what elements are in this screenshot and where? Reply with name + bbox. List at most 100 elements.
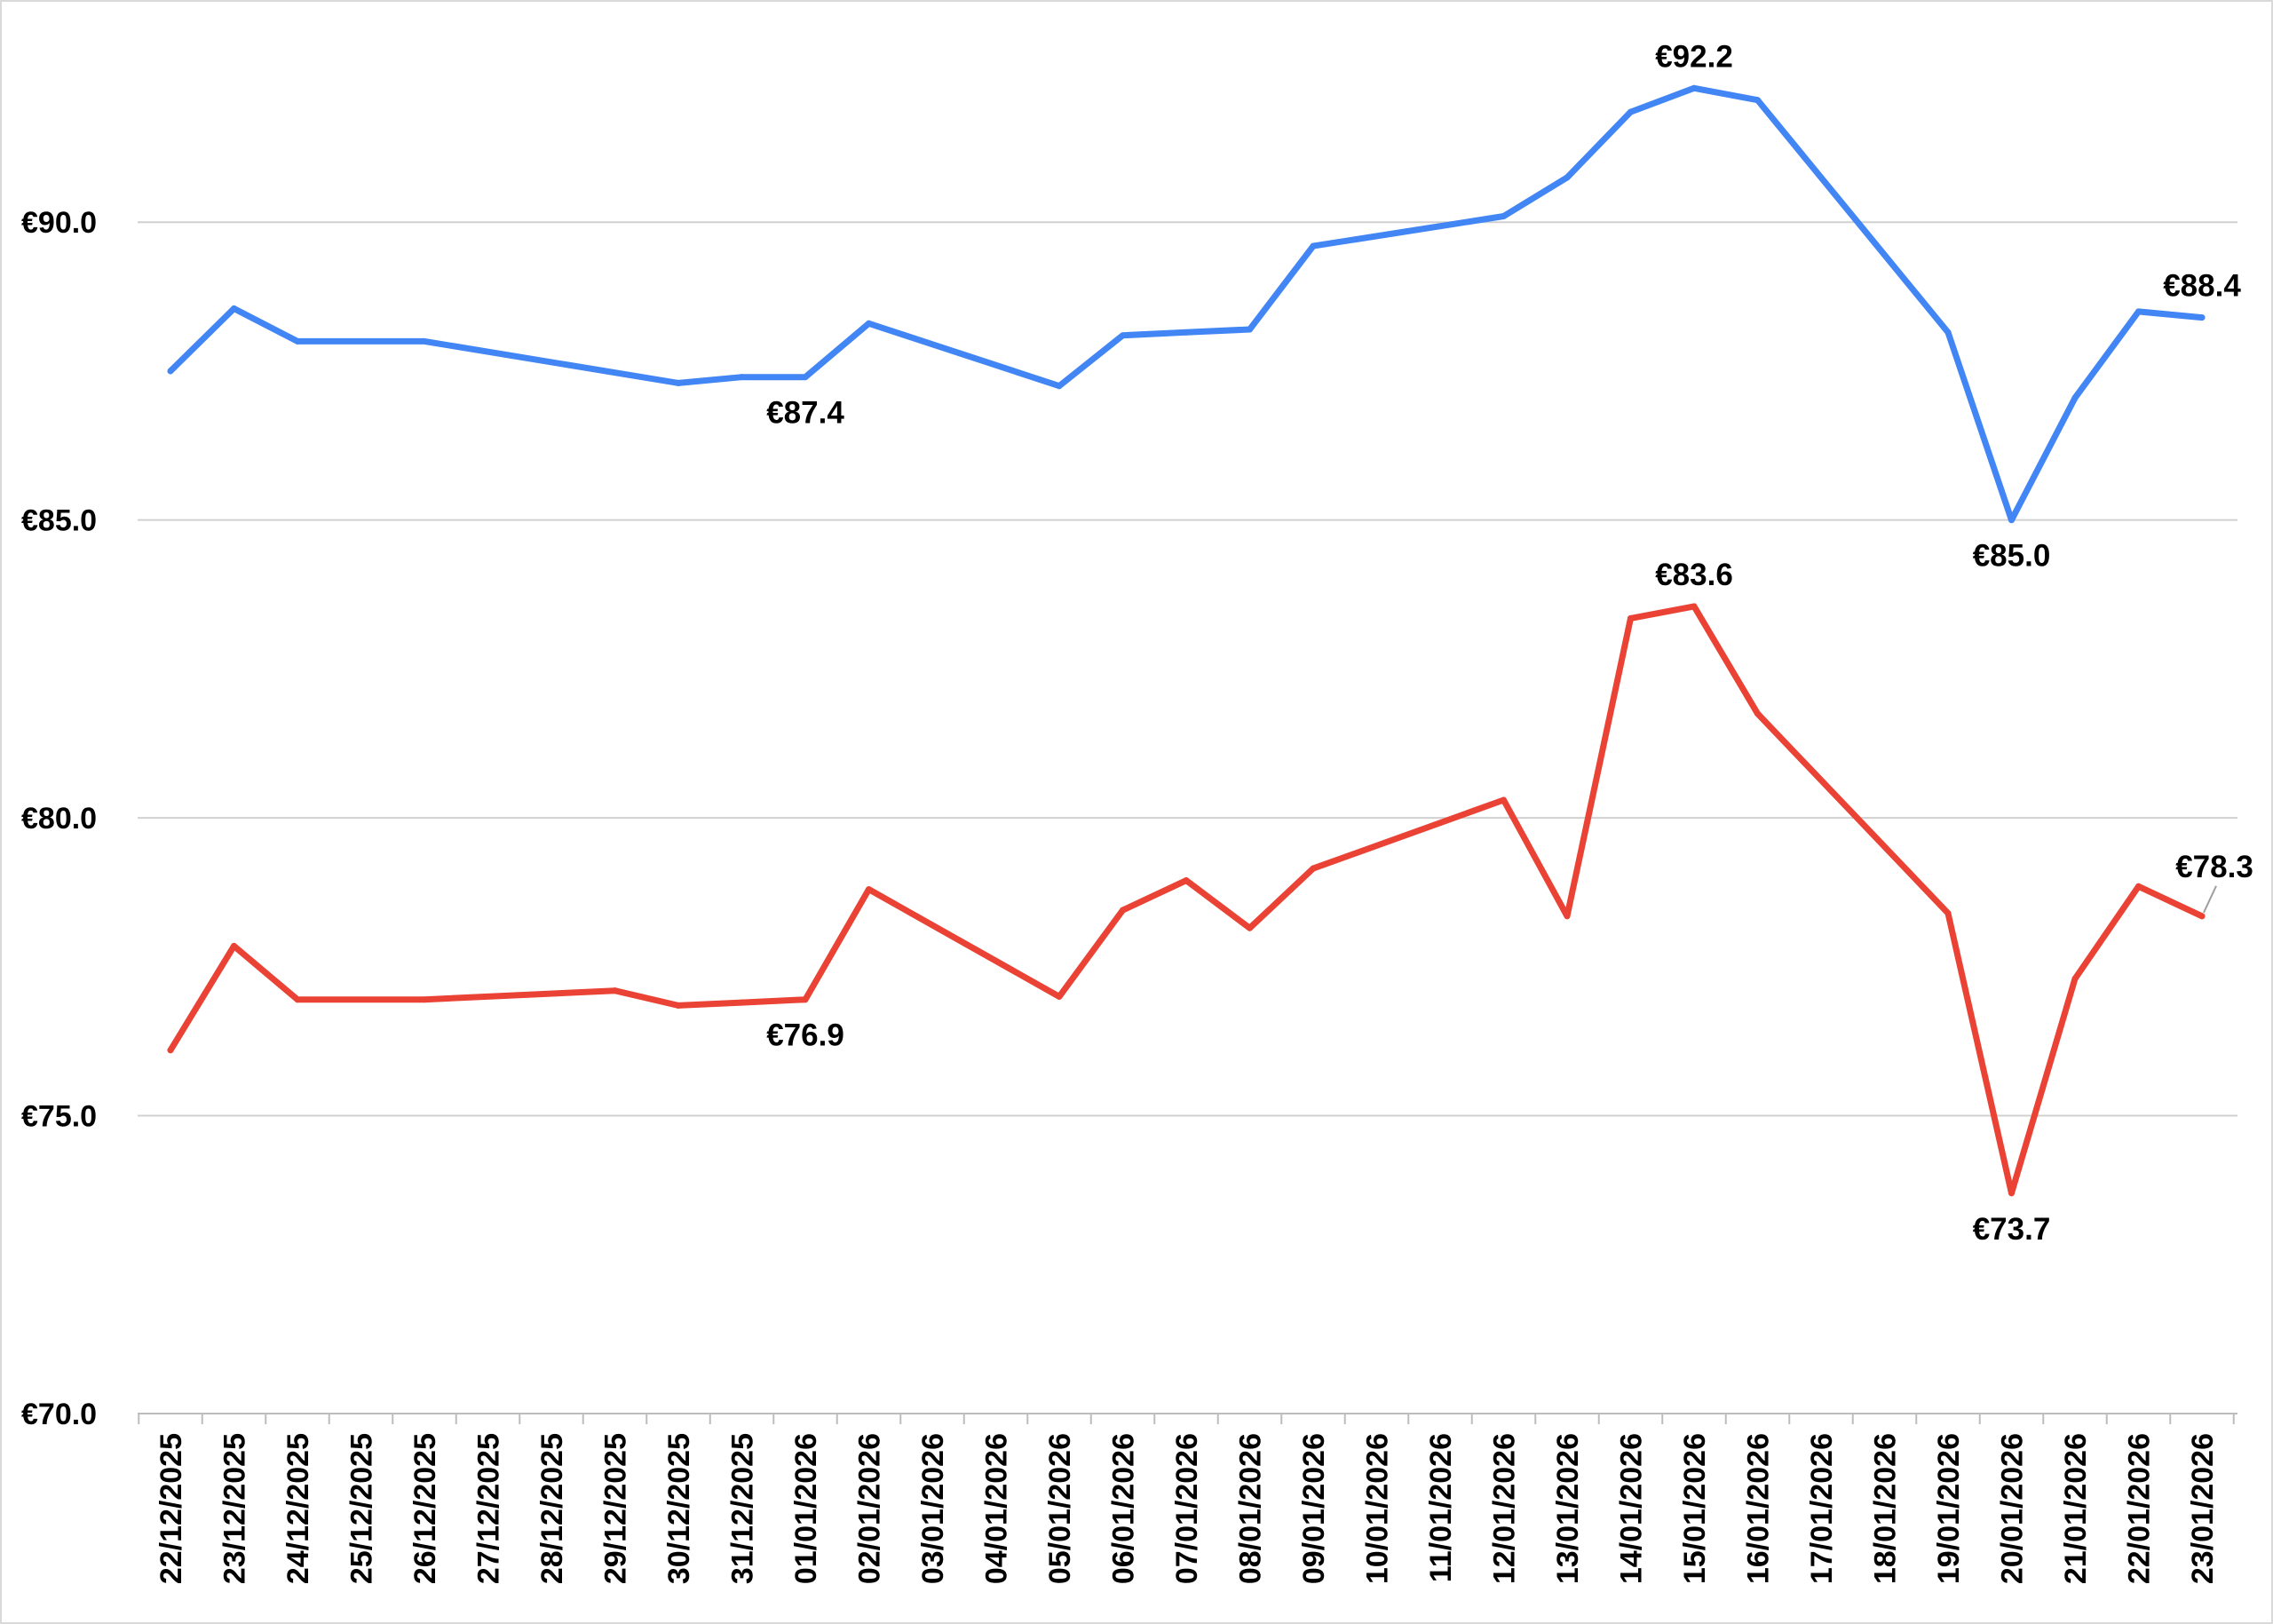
x-tick-label: 24/12/2025 xyxy=(281,1433,315,1584)
data-point xyxy=(1564,174,1571,181)
x-tick-label: 04/01/2026 xyxy=(980,1433,1014,1584)
data-label-leader xyxy=(2203,885,2217,914)
x-axis-tick-labels: 22/12/2025 23/12/2025 24/12/2025 25/12/2025… xyxy=(154,1433,2220,1584)
data-point xyxy=(1628,108,1634,115)
y-tick-label: €85.0 xyxy=(21,504,97,538)
x-tick-label: 02/01/2026 xyxy=(853,1433,887,1584)
series-line-2 xyxy=(167,603,2206,1197)
x-tick-label: 23/01/2026 xyxy=(2186,1433,2220,1584)
x-tick-label: 15/01/2026 xyxy=(1678,1433,1712,1584)
x-tick-label: 31/12/2025 xyxy=(726,1433,760,1584)
x-tick-label: 09/01/2026 xyxy=(1297,1433,1331,1584)
data-label: €87.4 xyxy=(766,396,844,431)
x-tick-label: 05/01/2026 xyxy=(1043,1433,1077,1584)
data-label: €85.0 xyxy=(1973,539,2051,574)
x-tick-label: 16/01/2026 xyxy=(1742,1433,1776,1584)
data-label: €73.7 xyxy=(1973,1212,2051,1247)
data-label: €88.4 xyxy=(2163,269,2241,304)
data-point xyxy=(421,996,428,1003)
x-tick-label: 20/01/2026 xyxy=(1996,1433,2030,1584)
x-axis xyxy=(138,1413,2237,1424)
data-label: €76.9 xyxy=(766,1018,844,1053)
data-point xyxy=(167,1047,174,1054)
data-point xyxy=(231,942,237,949)
data-point xyxy=(294,996,301,1003)
data-point xyxy=(2198,314,2206,321)
data-point xyxy=(1183,329,1190,336)
x-tick-label: 12/01/2026 xyxy=(1488,1433,1522,1584)
data-point xyxy=(1501,213,1507,220)
data-point xyxy=(675,379,682,386)
data-point xyxy=(1120,907,1126,914)
gridlines xyxy=(138,221,2237,1117)
data-point xyxy=(1310,865,1317,872)
x-tick-label: 10/01/2026 xyxy=(1361,1433,1395,1584)
x-tick-label: 19/01/2026 xyxy=(1932,1433,1966,1584)
data-point xyxy=(866,886,872,893)
data-point xyxy=(2008,1190,2015,1197)
data-point xyxy=(1247,924,1253,931)
data-point xyxy=(612,987,618,994)
y-tick-label: €75.0 xyxy=(21,1100,97,1134)
x-tick-label: 14/01/2026 xyxy=(1615,1433,1649,1584)
data-point xyxy=(1564,913,1571,920)
x-tick-label: 18/01/2026 xyxy=(1869,1433,1903,1584)
x-tick-label: 22/01/2026 xyxy=(2123,1433,2157,1584)
data-point xyxy=(2198,913,2206,920)
data-point xyxy=(2071,975,2079,982)
data-point xyxy=(1056,993,1063,1000)
x-tick-label: 22/12/2025 xyxy=(154,1433,188,1584)
y-tick-label: €90.0 xyxy=(21,206,97,240)
x-tick-label: 13/01/2026 xyxy=(1551,1433,1585,1584)
x-tick-label: 17/01/2026 xyxy=(1805,1433,1839,1584)
data-point xyxy=(167,368,174,375)
data-label: €92.2 xyxy=(1655,39,1733,74)
x-tick-label: 30/12/2025 xyxy=(662,1433,696,1584)
data-point xyxy=(231,305,237,313)
data-point xyxy=(802,374,809,381)
data-point xyxy=(866,320,872,327)
data-point xyxy=(2071,394,2079,401)
x-tick-label: 21/01/2026 xyxy=(2059,1433,2093,1584)
data-point xyxy=(421,337,428,345)
x-tick-label: 29/12/2025 xyxy=(599,1433,633,1584)
data-labels: €87.4 €92.2 €85.0 €88.4 €76.9 €83.6 €73.7 €78.3 xyxy=(766,39,2253,1246)
data-label: €78.3 xyxy=(2175,850,2253,884)
data-point xyxy=(1056,383,1063,390)
data-point xyxy=(1501,796,1507,804)
x-tick-label: 03/01/2026 xyxy=(916,1433,950,1584)
data-point xyxy=(1120,332,1126,339)
x-tick-label: 23/12/2025 xyxy=(218,1433,252,1584)
x-tick-label: 25/12/2025 xyxy=(345,1433,379,1584)
data-point xyxy=(1754,710,1761,717)
x-tick-label: 01/01/2026 xyxy=(789,1433,823,1584)
data-point xyxy=(1310,242,1317,250)
y-axis-tick-labels: €70.0 €75.0 €80.0 €85.0 €90.0 xyxy=(21,206,97,1431)
data-point xyxy=(1247,326,1253,333)
data-point xyxy=(1944,329,1952,336)
y-tick-label: €70.0 xyxy=(21,1398,97,1431)
data-point xyxy=(739,374,745,381)
y-tick-label: €80.0 xyxy=(21,802,97,836)
data-point xyxy=(1628,614,1634,622)
data-point xyxy=(739,999,745,1006)
x-tick-label: 28/12/2025 xyxy=(535,1433,569,1584)
x-tick-label: 08/01/2026 xyxy=(1234,1433,1268,1584)
data-point xyxy=(1183,877,1190,884)
data-point xyxy=(2135,883,2142,890)
x-tick-label: 07/01/2026 xyxy=(1170,1433,1204,1584)
data-label: €83.6 xyxy=(1655,558,1733,592)
x-tick-label: 26/12/2025 xyxy=(408,1433,442,1584)
series-line-1 xyxy=(167,84,2206,524)
data-point xyxy=(2135,308,2142,315)
x-tick-label: 27/12/2025 xyxy=(472,1433,506,1584)
x-tick-label: 11/01/2026 xyxy=(1424,1433,1458,1582)
data-point xyxy=(294,337,301,345)
x-tick-label: 06/01/2026 xyxy=(1107,1433,1141,1584)
data-point xyxy=(2008,517,2015,524)
data-point xyxy=(1944,909,1952,916)
data-point xyxy=(1691,603,1698,610)
data-point xyxy=(675,1002,682,1009)
